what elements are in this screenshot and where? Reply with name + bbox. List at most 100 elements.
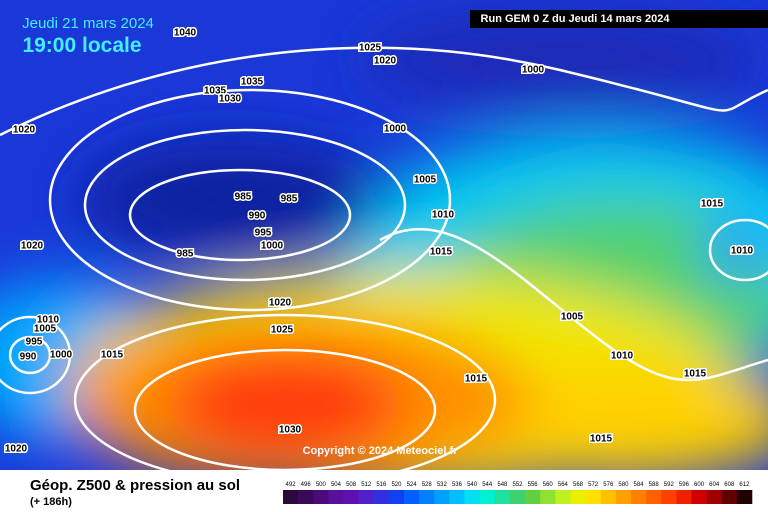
isobar-label: 1005	[414, 175, 437, 186]
scale-label: 524	[407, 482, 418, 488]
scale-label: 500	[316, 482, 327, 488]
isobar-label: 1040	[174, 28, 197, 39]
isobar-label: 1015	[430, 247, 453, 258]
isobar-label: 1005	[561, 312, 584, 323]
scale-swatch	[615, 490, 632, 504]
copyright: Copyright © 2024 Meteociel.fr	[303, 445, 459, 457]
isobar-label: 1000	[522, 65, 545, 76]
scale-label: 492	[286, 482, 297, 488]
isobar-label: 1010	[37, 315, 60, 326]
scale-swatch	[298, 490, 314, 504]
scale-swatch	[736, 490, 753, 504]
footer-title: Géop. Z500 & pression au sol	[30, 477, 240, 494]
isobar-label: 1000	[261, 241, 284, 252]
scale-swatch	[388, 490, 405, 504]
scale-label: 560	[543, 482, 554, 488]
scale-swatch	[419, 490, 435, 504]
date-label: Jeudi 21 mars 2024	[22, 15, 154, 32]
scale-swatch	[373, 490, 390, 504]
isobar-label: 1030	[279, 425, 302, 436]
isobar-label: 985	[235, 192, 252, 203]
scale-label: 588	[649, 482, 660, 488]
isobar-label: 1020	[269, 298, 292, 309]
isobar-label: 1030	[219, 94, 242, 105]
isobar-label: 1015	[684, 369, 707, 380]
scale-swatch	[600, 490, 617, 504]
scale-swatch	[343, 490, 359, 504]
color-scale: 492 496 500 504 508 512 516 520 524 528 532 536 540 5…	[283, 482, 753, 504]
scale-label: 516	[376, 482, 387, 488]
scale-swatch	[721, 490, 738, 504]
isobar-label: 1015	[701, 199, 724, 210]
scale-label: 572	[588, 482, 599, 488]
scale-label: 568	[573, 482, 584, 488]
isobar-label: 1020	[5, 444, 28, 455]
scale-label: 528	[422, 482, 433, 488]
scale-swatch	[646, 490, 662, 504]
scale-label: 584	[634, 482, 645, 488]
scale-label: 596	[679, 482, 690, 488]
scale-label: 580	[618, 482, 629, 488]
scale-swatch	[404, 490, 420, 504]
scale-label: 508	[346, 482, 357, 488]
footer-lead: (+ 186h)	[30, 496, 72, 508]
scale-label: 600	[694, 482, 705, 488]
scale-swatch	[585, 490, 602, 504]
scale-label: 536	[452, 482, 463, 488]
run-label: Run GEM 0 Z du Jeudi 14 mars 2024	[481, 13, 671, 25]
run-box	[470, 10, 768, 28]
scale-swatch	[313, 490, 329, 504]
isobar-label: 995	[26, 337, 43, 348]
scale-label: 592	[664, 482, 675, 488]
isobar-label: 1025	[271, 325, 294, 336]
isobar-label: 1025	[359, 43, 382, 54]
scale-label: 504	[331, 482, 342, 488]
isobar-label: 985	[177, 249, 194, 260]
isobar-label: 1010	[731, 246, 754, 257]
scale-swatch	[540, 490, 556, 504]
scale-label: 532	[437, 482, 448, 488]
isobar-label: 1005	[34, 324, 57, 335]
scale-label: 564	[558, 482, 569, 488]
isobar-label: 1000	[384, 124, 407, 135]
isobar-label: 985	[281, 194, 298, 205]
isobar-label: 1035	[241, 77, 264, 88]
scale-swatch	[555, 490, 571, 504]
isobar-label: 1020	[13, 125, 36, 136]
isobar-label: 1015	[465, 374, 488, 385]
scale-label: 512	[361, 482, 372, 488]
map-field	[0, 0, 768, 490]
scale-label: 612	[739, 482, 750, 488]
scale-label: 548	[497, 482, 508, 488]
scale-swatch	[434, 490, 450, 504]
isobar-label: 1015	[590, 434, 613, 445]
isobar-label: 995	[255, 228, 272, 239]
scale-swatch	[449, 490, 465, 504]
scale-label: 556	[528, 482, 539, 488]
scale-label: 496	[301, 482, 312, 488]
isobar-label: 990	[249, 211, 266, 222]
scale-swatch	[479, 490, 496, 504]
isobar-label: 990	[20, 352, 37, 363]
scale-swatch	[494, 490, 511, 504]
isobar-label: 1020	[21, 241, 44, 252]
scale-swatch	[525, 490, 541, 504]
scale-swatch	[509, 490, 526, 504]
scale-swatch	[464, 490, 480, 504]
isobar-label: 1010	[432, 210, 455, 221]
scale-swatch	[630, 490, 647, 504]
isobar-label: 1015	[101, 350, 124, 361]
scale-swatch	[676, 490, 692, 504]
isobar-label: 1010	[611, 351, 634, 362]
scale-label: 604	[709, 482, 720, 488]
isobar-label: 1020	[374, 56, 397, 67]
scale-swatch	[570, 490, 586, 504]
scale-label: 576	[603, 482, 614, 488]
scale-label: 520	[391, 482, 402, 488]
scale-swatch	[283, 490, 299, 504]
isobar-label: 1000	[50, 350, 73, 361]
scale-label: 544	[482, 482, 493, 488]
scale-label: 552	[512, 482, 523, 488]
